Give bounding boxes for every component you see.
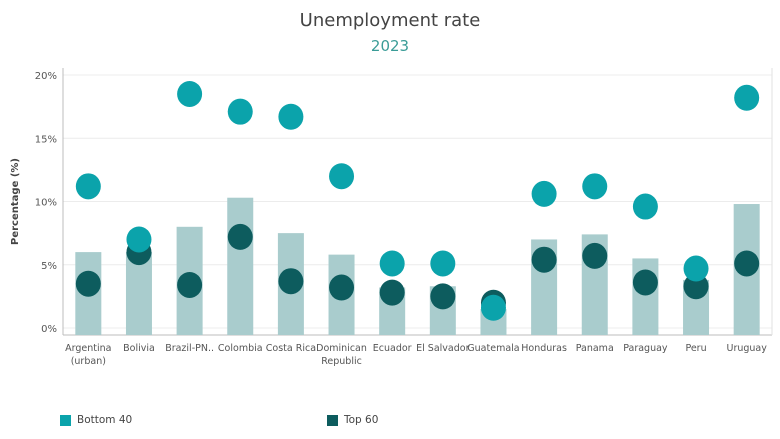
dot-bottom-40 bbox=[278, 103, 304, 130]
legend-swatch-top-60 bbox=[327, 414, 338, 426]
dot-top-60 bbox=[227, 223, 253, 250]
dot-bottom-40 bbox=[329, 163, 355, 190]
x-tick-label: (urban) bbox=[71, 356, 106, 367]
dot-bottom-40 bbox=[582, 173, 608, 200]
dot-bottom-40 bbox=[531, 180, 557, 207]
x-tick-label: Peru bbox=[685, 343, 706, 354]
y-tick-label: 15% bbox=[35, 134, 57, 145]
dot-bottom-40 bbox=[379, 250, 405, 277]
y-tick-label: 0% bbox=[41, 324, 57, 335]
x-tick-label: El Salvador bbox=[416, 343, 469, 354]
dot-bottom-40 bbox=[177, 80, 203, 107]
dot-top-60 bbox=[177, 271, 203, 298]
x-tick-label: Brazil-PN.. bbox=[165, 343, 214, 354]
dot-bottom-40 bbox=[480, 294, 506, 321]
y-tick-label: 10% bbox=[35, 198, 57, 209]
dot-bottom-40 bbox=[632, 193, 658, 220]
x-tick-label: Panama bbox=[576, 343, 614, 354]
bar bbox=[125, 252, 152, 335]
legend-item-top-60[interactable]: Top 60 bbox=[327, 414, 378, 426]
bar bbox=[227, 197, 254, 335]
x-tick-label: Republic bbox=[321, 356, 362, 367]
x-tick-label: Costa Rica bbox=[266, 343, 316, 354]
x-tick-label: Honduras bbox=[521, 343, 567, 354]
x-tick-label: Dominican bbox=[316, 343, 367, 354]
dot-top-60 bbox=[632, 269, 658, 296]
x-tick-label: Ecuador bbox=[373, 343, 412, 354]
chart-title: Unemployment rate bbox=[299, 10, 481, 31]
dot-top-60 bbox=[75, 270, 101, 297]
legend-label-bottom-40: Bottom 40 bbox=[77, 414, 133, 426]
dot-top-60 bbox=[329, 274, 355, 301]
dot-bottom-40 bbox=[75, 173, 101, 200]
dot-bottom-40 bbox=[683, 255, 709, 282]
dot-top-60 bbox=[531, 246, 557, 273]
dot-top-60 bbox=[734, 250, 760, 277]
legend-swatch-bottom-40 bbox=[60, 414, 71, 426]
x-tick-label: Paraguay bbox=[623, 343, 668, 354]
dot-bottom-40 bbox=[734, 84, 760, 111]
x-tick-label: Argentina bbox=[65, 343, 111, 354]
x-tick-label: Colombia bbox=[218, 343, 263, 354]
legend-label-top-60: Top 60 bbox=[344, 414, 379, 426]
dot-top-60 bbox=[582, 242, 608, 269]
y-axis-title: Percentage (%) bbox=[10, 158, 21, 245]
dot-bottom-40 bbox=[430, 250, 456, 277]
dot-top-60 bbox=[379, 279, 405, 306]
dot-top-60 bbox=[278, 268, 304, 295]
y-tick-label: 5% bbox=[41, 261, 57, 272]
chart-subtitle: 2023 bbox=[370, 37, 410, 55]
x-tick-label: Guatemala bbox=[467, 343, 519, 354]
y-tick-label: 20% bbox=[35, 71, 57, 82]
legend-item-bottom-40[interactable]: Bottom 40 bbox=[60, 414, 132, 426]
dot-bottom-40 bbox=[126, 226, 152, 253]
x-tick-label: Bolivia bbox=[123, 343, 155, 354]
dot-bottom-40 bbox=[227, 98, 253, 125]
x-tick-label: Uruguay bbox=[726, 343, 767, 354]
dot-top-60 bbox=[430, 283, 456, 310]
